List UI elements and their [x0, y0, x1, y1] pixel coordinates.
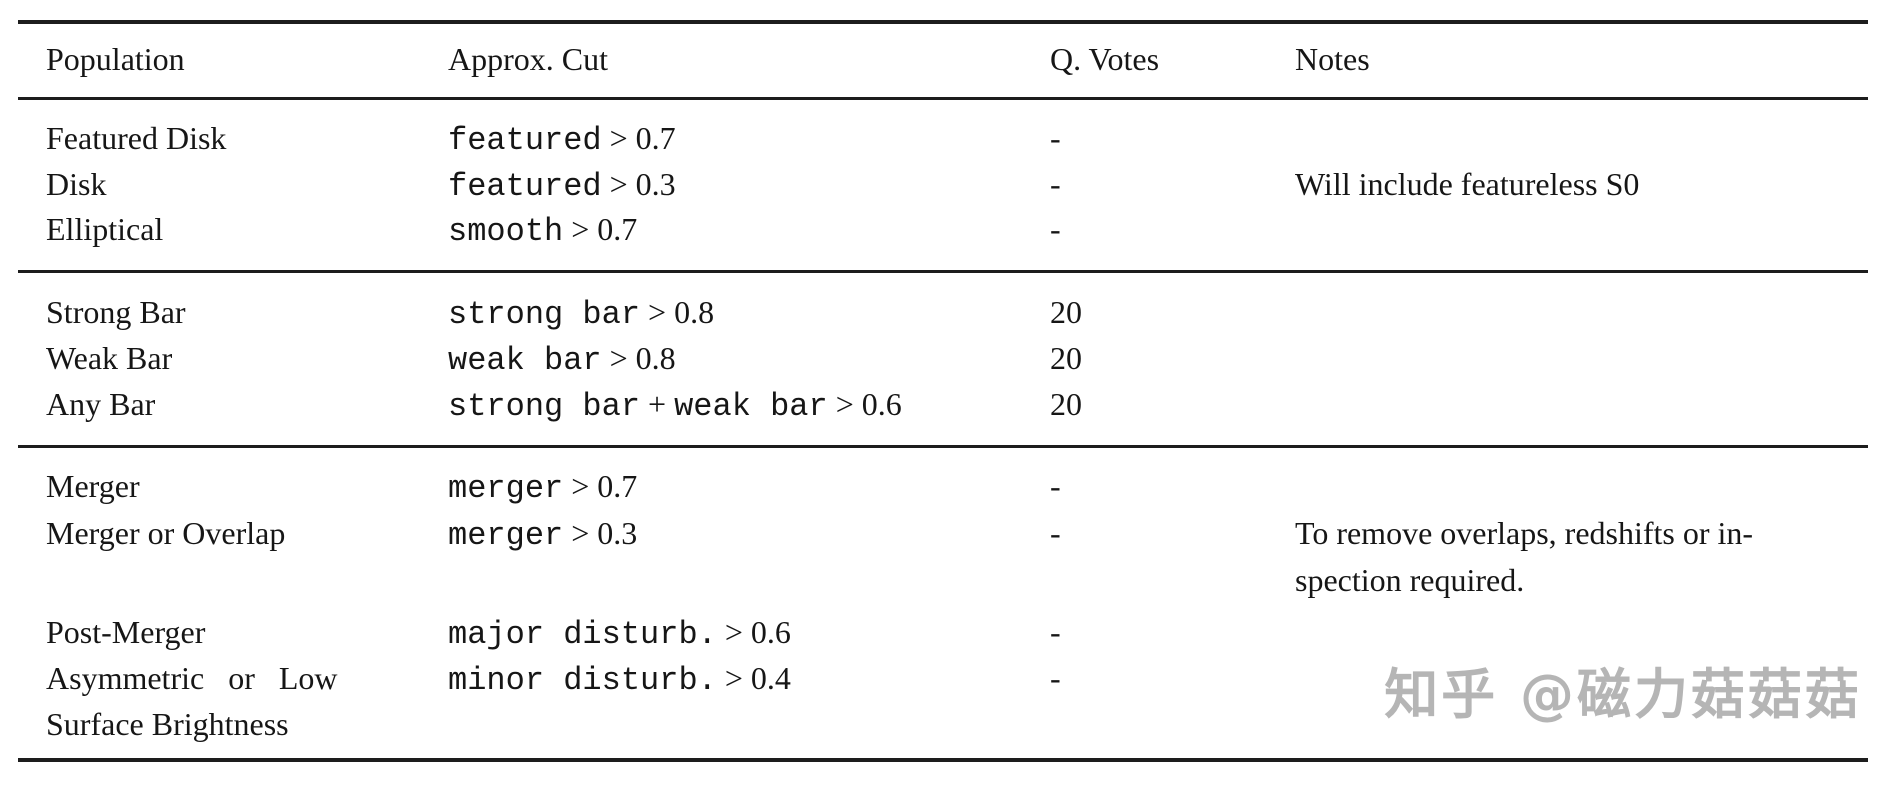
- cut-code: merger: [448, 470, 564, 507]
- rule-section-2: [18, 445, 1868, 448]
- cut-cell: smooth > 0.7: [448, 206, 637, 255]
- cut-cell: featured > 0.7: [448, 115, 676, 164]
- population-line-1: Asymmetric or Low: [46, 660, 338, 696]
- cut-code: minor disturb.: [448, 662, 717, 699]
- cut-code: weak bar: [448, 342, 602, 379]
- votes-cell: -: [1050, 515, 1061, 551]
- population-cell: Strong Bar: [46, 294, 186, 330]
- population-cell: Post-Merger: [46, 614, 206, 650]
- notes-cell: Will include featureless S0: [1295, 166, 1640, 202]
- population-cell: Weak Bar: [46, 340, 173, 376]
- cut-code: weak bar: [674, 388, 828, 425]
- col-header-q-votes: Q. Votes: [1050, 41, 1160, 77]
- rule-top: [18, 20, 1868, 24]
- cut-cell: minor disturb. > 0.4: [448, 655, 791, 704]
- population-cell: Elliptical: [46, 211, 164, 247]
- cut-code: smooth: [448, 213, 564, 250]
- cut-cell: featured > 0.3: [448, 161, 676, 210]
- cut-code: strong bar: [448, 388, 641, 425]
- population-cell: Featured Disk: [46, 120, 227, 156]
- votes-cell: -: [1050, 120, 1061, 156]
- cut-code: featured: [448, 122, 602, 159]
- cut-threshold: > 0.6: [827, 386, 902, 422]
- cut-code: strong bar: [448, 296, 641, 333]
- votes-cell: -: [1050, 468, 1061, 504]
- population-cell: Any Bar: [46, 386, 156, 422]
- rule-section-1: [18, 270, 1868, 273]
- cut-code: merger: [448, 517, 564, 554]
- population-cell: Merger: [46, 468, 140, 504]
- cut-cell: weak bar > 0.8: [448, 335, 676, 384]
- population-cell: Disk: [46, 166, 107, 202]
- votes-cell: -: [1050, 660, 1061, 696]
- cut-code: featured: [448, 168, 602, 205]
- votes-cell: 20: [1050, 386, 1082, 422]
- watermark: 知乎 @磁力菇菇菇: [1384, 663, 1862, 726]
- cut-threshold: > 0.7: [601, 120, 676, 156]
- cut-threshold: > 0.6: [716, 614, 791, 650]
- cut-code: major disturb.: [448, 616, 717, 653]
- cut-operator: +: [640, 386, 675, 422]
- cut-threshold: > 0.8: [601, 340, 676, 376]
- votes-cell: 20: [1050, 294, 1082, 330]
- col-header-notes: Notes: [1295, 41, 1370, 77]
- cut-threshold: > 0.3: [563, 515, 638, 551]
- cut-threshold: > 0.7: [563, 468, 638, 504]
- col-header-population: Population: [46, 41, 185, 77]
- population-line-2: Surface Brightness: [46, 706, 289, 742]
- notes-cell: To remove overlaps, redshifts or in- spe…: [1295, 510, 1754, 598]
- cut-threshold: > 0.3: [601, 166, 676, 202]
- cut-cell: strong bar + weak bar > 0.6: [448, 381, 902, 430]
- cut-cell: merger > 0.7: [448, 463, 637, 512]
- cut-cell: merger > 0.3: [448, 510, 637, 559]
- votes-cell: -: [1050, 614, 1061, 650]
- cut-threshold: > 0.7: [563, 211, 638, 247]
- note-line-2: spection required.: [1295, 562, 1525, 598]
- votes-cell: -: [1050, 166, 1061, 202]
- votes-cell: 20: [1050, 340, 1082, 376]
- note-line-1: To remove overlaps, redshifts or in-: [1295, 515, 1754, 551]
- col-header-approx-cut: Approx. Cut: [448, 41, 608, 77]
- rule-bottom: [18, 758, 1868, 762]
- population-cell: Merger or Overlap: [46, 515, 286, 551]
- cut-cell: strong bar > 0.8: [448, 289, 714, 338]
- cut-threshold: > 0.4: [716, 660, 791, 696]
- population-cell: Asymmetric or Low Surface Brightness: [46, 655, 338, 742]
- cut-cell: major disturb. > 0.6: [448, 609, 791, 658]
- rule-below-header: [18, 97, 1868, 100]
- cut-threshold: > 0.8: [640, 294, 715, 330]
- votes-cell: -: [1050, 211, 1061, 247]
